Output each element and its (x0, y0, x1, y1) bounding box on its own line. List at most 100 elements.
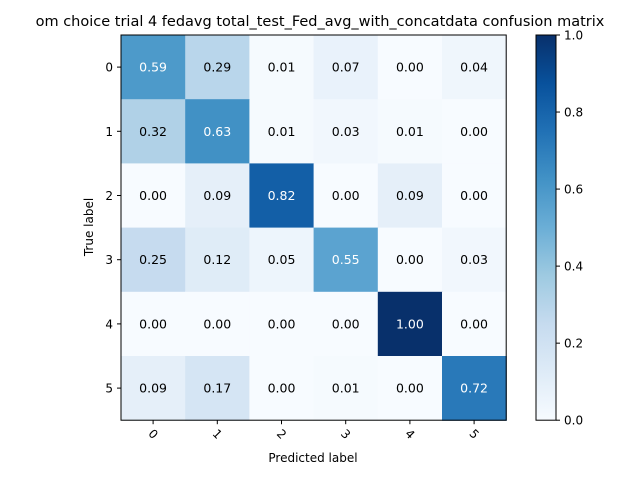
cell-3-0 (121, 227, 186, 293)
cell-value-2-5: 0.00 (460, 188, 488, 203)
cell-value-5-4: 0.00 (396, 381, 424, 396)
x-tick-label-0: 0 (145, 427, 160, 442)
cell-value-3-1: 0.12 (203, 252, 231, 267)
cell-value-1-3: 0.03 (332, 124, 360, 139)
cell-value-5-2: 0.00 (268, 381, 296, 396)
cell-value-0-2: 0.01 (268, 60, 296, 75)
cell-5-3 (313, 356, 379, 421)
cell-0-0 (121, 35, 186, 100)
cell-value-labels: 0.59 0.29 0.01 0.07 0.00 0.04 0.32 0.63 0.01 0.03… (139, 60, 488, 396)
cell-3-5 (442, 227, 507, 293)
cell-value-3-0: 0.25 (139, 252, 167, 267)
cell-value-0-5: 0.04 (460, 60, 488, 75)
colorbar-tick-label-5: 1.0 (564, 29, 583, 43)
cell-0-1 (185, 35, 250, 100)
cell-value-1-2: 0.01 (268, 124, 296, 139)
colorbar-tick-label-0: 0.0 (564, 414, 583, 428)
colorbar-tick-label-2: 0.4 (564, 260, 583, 274)
x-tick-label-2: 2 (274, 427, 289, 442)
cell-5-0 (121, 356, 186, 421)
x-tick-label-1: 1 (210, 427, 225, 442)
cell-value-3-2: 0.05 (268, 252, 296, 267)
cell-4-2 (249, 291, 315, 357)
cell-1-2 (249, 99, 315, 164)
cell-2-0 (121, 163, 186, 229)
y-tick-label-3: 3 (105, 253, 113, 267)
y-tick-label-5: 5 (105, 382, 113, 396)
cell-4-0 (121, 291, 186, 357)
cell-value-3-3: 0.55 (332, 252, 360, 267)
cell-1-3 (313, 99, 379, 164)
cell-4-5 (442, 291, 507, 357)
plot-frame (120, 34, 507, 421)
heatmap-cells (121, 35, 507, 421)
x-tick-label-5: 5 (466, 427, 481, 442)
cell-value-1-0: 0.32 (139, 124, 167, 139)
cell-value-0-1: 0.29 (203, 60, 231, 75)
y-tick-label-0: 0 (105, 61, 113, 75)
cell-5-1 (185, 356, 250, 421)
cell-value-2-3: 0.00 (332, 188, 360, 203)
cell-0-5 (442, 35, 507, 100)
cell-5-5 (442, 356, 507, 421)
cell-value-3-4: 0.00 (396, 252, 424, 267)
cell-value-5-1: 0.17 (203, 381, 231, 396)
cell-1-0 (121, 99, 186, 164)
cell-value-5-0: 0.09 (139, 381, 167, 396)
cell-2-1 (185, 163, 250, 229)
cell-value-4-2: 0.00 (268, 316, 296, 331)
x-axis-label: Predicted label (268, 451, 357, 465)
colorbar-tick-label-4: 0.8 (564, 106, 583, 120)
colorbar-ticks: 0.0 0.2 0.4 0.6 0.8 1.0 (556, 29, 583, 428)
cell-3-3 (313, 227, 379, 293)
y-axis-label: True label (82, 198, 96, 257)
chart-title: om choice trial 4 fedavg total_test_Fed_… (36, 14, 605, 30)
cell-value-3-5: 0.03 (460, 252, 488, 267)
cell-value-4-1: 0.00 (203, 316, 231, 331)
cell-0-4 (377, 35, 443, 100)
cell-3-1 (185, 227, 250, 293)
cell-value-2-2: 0.82 (268, 188, 296, 203)
cell-4-1 (185, 291, 250, 357)
cell-value-5-5: 0.72 (460, 381, 488, 396)
y-tick-label-1: 1 (105, 125, 113, 139)
x-tick-label-3: 3 (338, 427, 353, 442)
cell-5-4 (377, 356, 443, 421)
cell-value-4-5: 0.00 (460, 316, 488, 331)
cell-value-1-5: 0.00 (460, 124, 488, 139)
colorbar (535, 34, 557, 421)
cell-1-1 (185, 99, 250, 164)
cell-value-4-0: 0.00 (139, 316, 167, 331)
y-tick-label-4: 4 (105, 317, 113, 331)
cell-value-2-0: 0.00 (139, 188, 167, 203)
cell-0-3 (313, 35, 379, 100)
cell-value-2-4: 0.09 (396, 188, 424, 203)
cell-1-4 (377, 99, 443, 164)
cell-value-4-4: 1.00 (396, 316, 424, 331)
cell-3-2 (249, 227, 315, 293)
cell-3-4 (377, 227, 443, 293)
cell-2-2 (249, 163, 315, 229)
cell-value-1-4: 0.01 (396, 124, 424, 139)
cell-value-0-4: 0.00 (396, 60, 424, 75)
cell-value-0-0: 0.59 (139, 60, 167, 75)
cell-value-2-1: 0.09 (203, 188, 231, 203)
x-tick-label-4: 4 (402, 427, 417, 442)
cell-4-4 (377, 291, 443, 357)
colorbar-tick-label-3: 0.6 (564, 183, 583, 197)
cell-value-1-1: 0.63 (203, 124, 231, 139)
cell-2-5 (442, 163, 507, 229)
cell-2-4 (377, 163, 443, 229)
cell-0-2 (249, 35, 315, 100)
cell-value-4-3: 0.00 (332, 316, 360, 331)
cell-4-3 (313, 291, 379, 357)
x-axis-ticks: 0 1 2 3 4 5 (145, 420, 482, 442)
y-axis-ticks: 0 1 2 3 4 5 (105, 61, 121, 396)
colorbar-tick-label-1: 0.2 (564, 337, 583, 351)
cell-value-5-3: 0.01 (332, 381, 360, 396)
cell-1-5 (442, 99, 507, 164)
y-tick-label-2: 2 (105, 189, 113, 203)
cell-2-3 (313, 163, 379, 229)
cell-value-0-3: 0.07 (332, 60, 360, 75)
